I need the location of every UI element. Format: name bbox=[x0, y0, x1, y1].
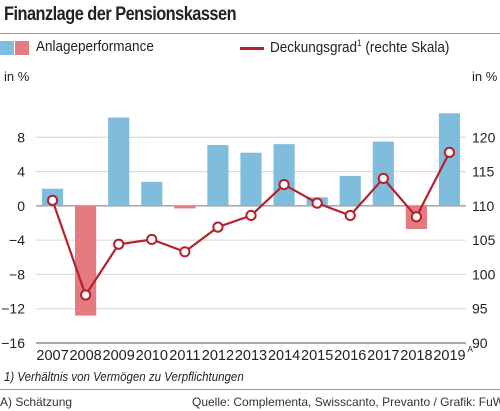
chart-plot: in % in % −16 −12 −8 −4 0 4 8 90 95 100 105 110 115 120… bbox=[1, 69, 498, 364]
chart-title: Finanzlage der Pensionskassen bbox=[4, 4, 237, 25]
y-right-tick-label: 100 bbox=[472, 266, 496, 282]
bar bbox=[240, 152, 262, 206]
legend-label-funding-main: Deckungsgrad bbox=[270, 39, 358, 56]
bar bbox=[141, 181, 163, 206]
y-left-tick-label: −12 bbox=[1, 301, 25, 317]
x-tick-label: 2009 bbox=[103, 348, 135, 364]
y-right-tick-label: 95 bbox=[472, 301, 488, 317]
legend-swatch-negative bbox=[15, 41, 29, 55]
line-point bbox=[146, 233, 158, 246]
x-tick-suffix: A bbox=[467, 345, 473, 354]
x-tick-label: 2016 bbox=[334, 348, 366, 364]
x-tick-label: 2017 bbox=[367, 348, 399, 364]
legend-item-performance: Anlageperformance bbox=[0, 36, 180, 58]
footer-divider bbox=[0, 389, 500, 390]
y-right-tick-label: 110 bbox=[472, 198, 495, 214]
estimate-note: A) Schätzung bbox=[0, 395, 73, 409]
legend-line-swatch bbox=[240, 47, 264, 50]
line-point bbox=[113, 238, 125, 250]
x-tick-label: 2015 bbox=[301, 348, 333, 364]
y-left-tick-label: −16 bbox=[1, 335, 25, 351]
x-tick-label: 2014 bbox=[268, 348, 300, 364]
line-point bbox=[278, 179, 290, 191]
line-point bbox=[377, 172, 389, 185]
y-left-tick-label: 0 bbox=[17, 198, 25, 214]
legend-item-funding: Deckungsgrad1 (rechte Skala) bbox=[240, 36, 500, 58]
line-point bbox=[212, 221, 224, 233]
x-tick-label: 2011 bbox=[169, 348, 200, 364]
legend-label-funding-suffix: (rechte Skala) bbox=[365, 39, 450, 56]
y-left-tick-label: 8 bbox=[17, 129, 25, 145]
x-tick-label: 2012 bbox=[202, 348, 234, 364]
title-divider bbox=[0, 33, 500, 34]
bar bbox=[438, 113, 461, 206]
line-point bbox=[410, 211, 422, 223]
y-left-tick-label: 4 bbox=[17, 164, 25, 180]
line-point bbox=[245, 209, 257, 222]
footnote: 1) Verhältnis von Vermögen zu Verpflicht… bbox=[4, 370, 244, 384]
bar bbox=[207, 145, 229, 206]
line-point bbox=[344, 209, 356, 222]
x-tick-label: 2008 bbox=[69, 348, 101, 364]
y-left-tick-label: −4 bbox=[9, 232, 25, 248]
legend-label-funding: Deckungsgrad1 (rechte Skala) bbox=[270, 38, 449, 56]
source-note: Quelle: Complementa, Swisscanto, Prevant… bbox=[192, 395, 500, 409]
x-tick-label: 2019 bbox=[433, 348, 465, 364]
legend-label-performance: Anlageperformance bbox=[36, 38, 154, 55]
y-right-tick-label: 120 bbox=[472, 129, 496, 145]
y-right-unit: in % bbox=[472, 69, 498, 84]
bar bbox=[174, 205, 196, 209]
line-point bbox=[80, 289, 92, 301]
y-left-tick-label: −8 bbox=[9, 266, 25, 282]
line-point bbox=[311, 197, 323, 209]
bar bbox=[273, 144, 295, 206]
y-right-tick-label: 115 bbox=[472, 164, 495, 180]
x-tick-label: 2010 bbox=[136, 348, 168, 364]
y-right-tick-label: 90 bbox=[472, 335, 488, 351]
bar bbox=[339, 175, 361, 206]
y-left-unit: in % bbox=[4, 69, 30, 84]
x-tick-label: 2007 bbox=[36, 348, 68, 364]
line-point bbox=[179, 246, 191, 258]
bar bbox=[108, 117, 130, 206]
x-tick-label: 2018 bbox=[400, 348, 432, 364]
x-tick-label: 2013 bbox=[235, 348, 267, 364]
y-right-tick-label: 105 bbox=[472, 232, 496, 248]
legend-label-funding-sup: 1 bbox=[357, 38, 362, 48]
line-point bbox=[443, 146, 456, 158]
line-point bbox=[46, 194, 59, 206]
legend-swatch-positive bbox=[0, 41, 14, 55]
